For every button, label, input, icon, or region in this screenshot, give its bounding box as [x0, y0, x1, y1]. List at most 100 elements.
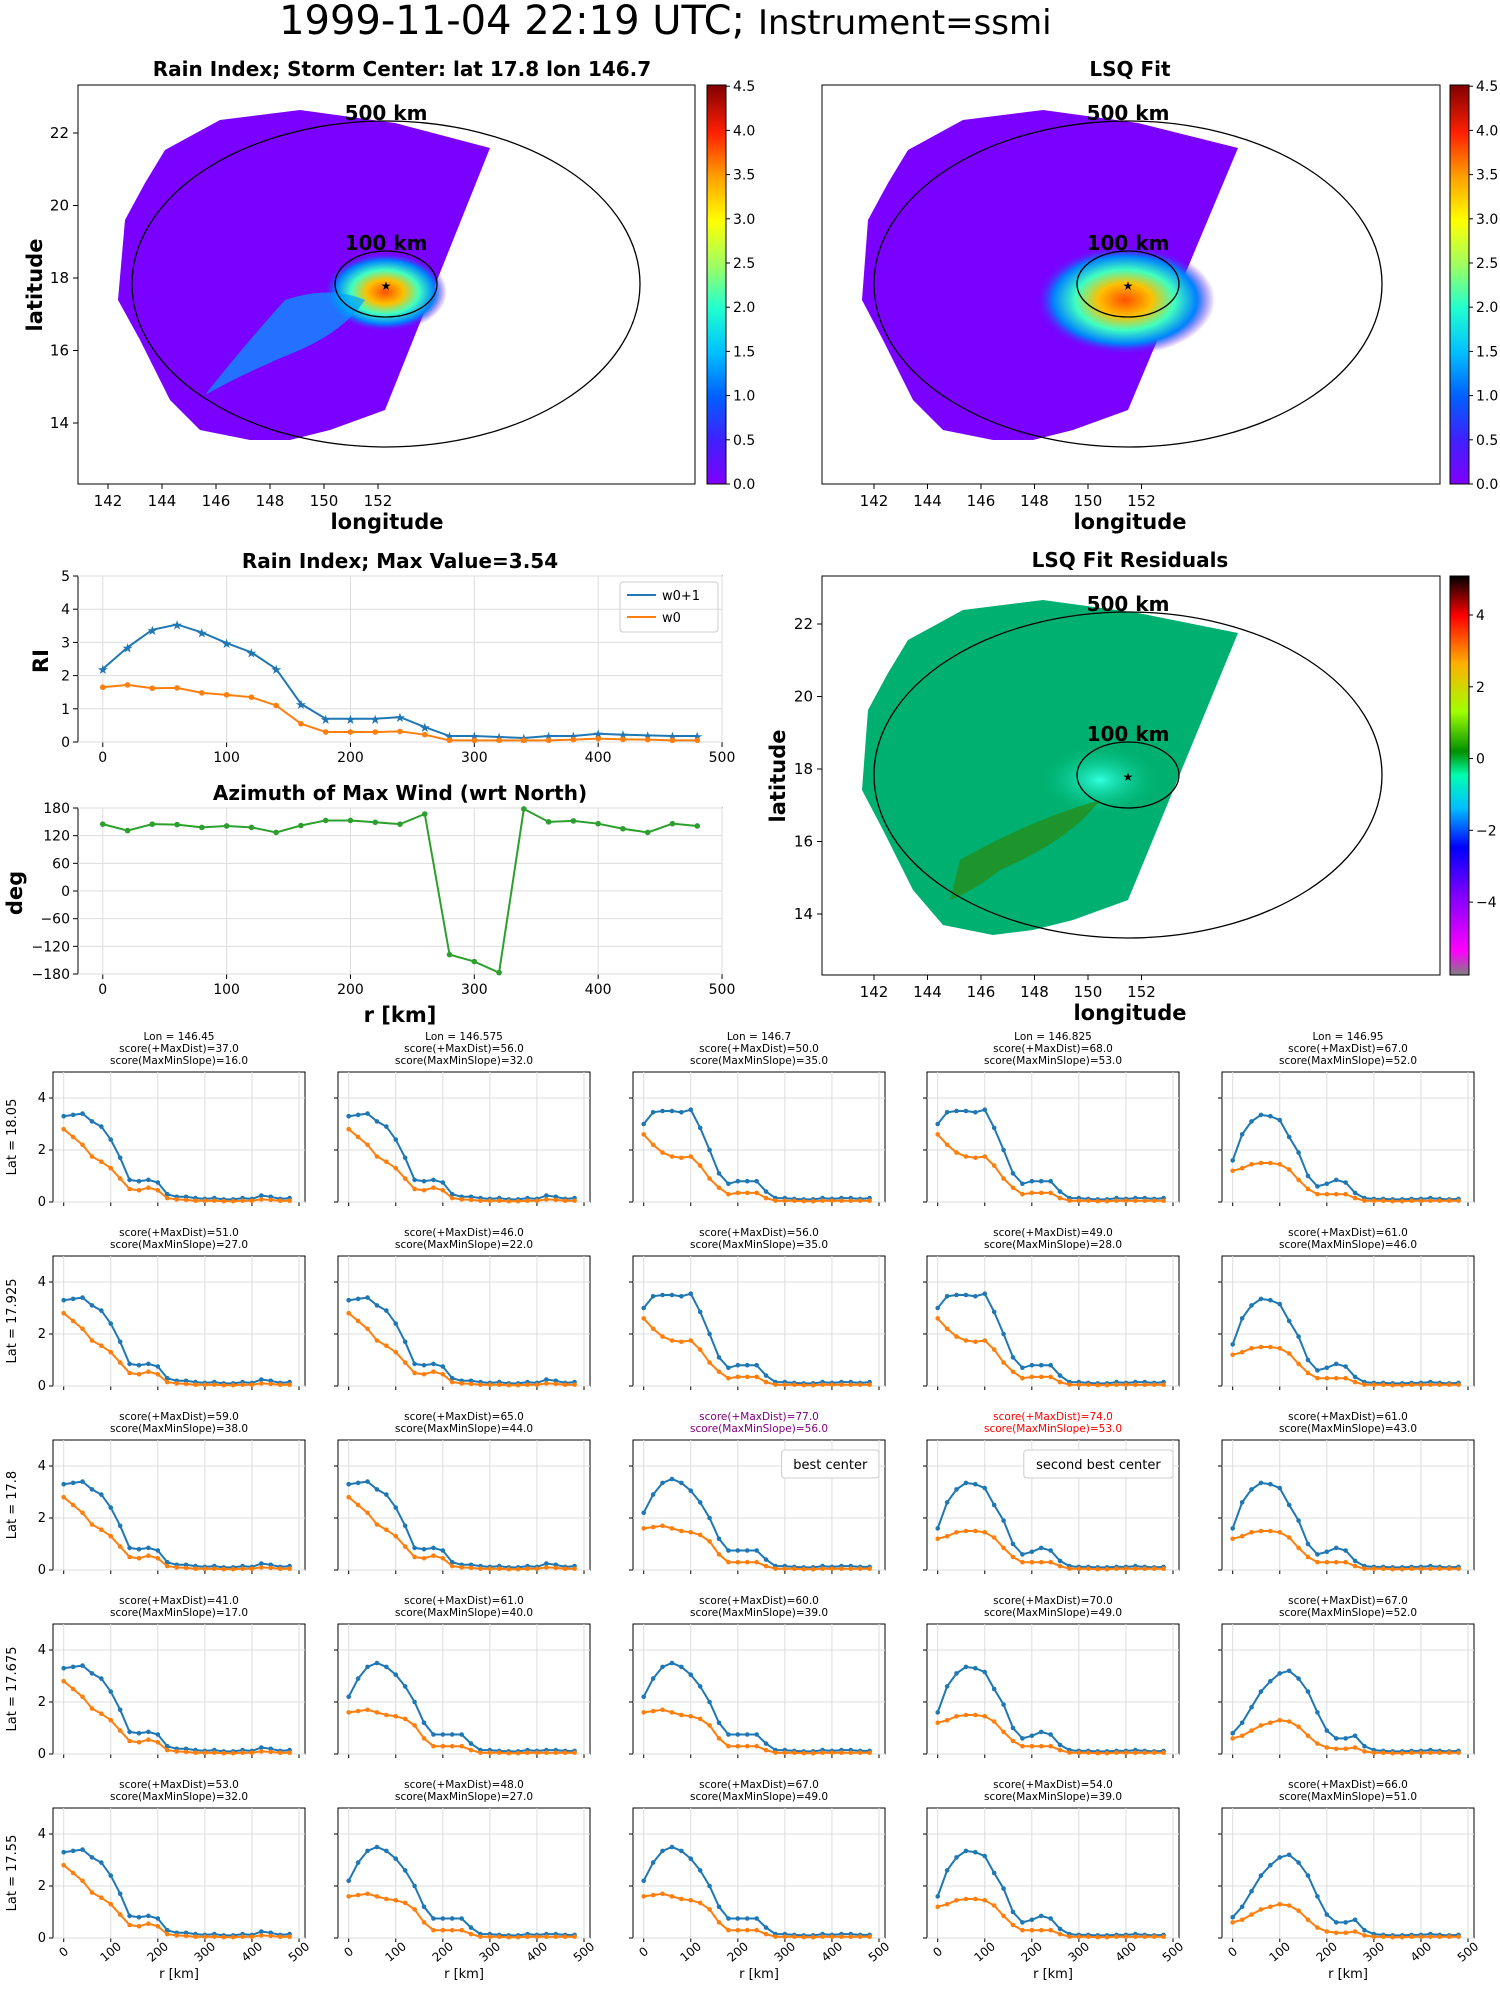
- panel-profile-point: [1048, 1916, 1053, 1921]
- panel-profile-point: [641, 1121, 647, 1127]
- panel-profile-point: [735, 1374, 741, 1380]
- panel-score-slope: score(MaxMinSlope)=28.0: [984, 1239, 1122, 1251]
- panel-profile-point: [544, 1934, 549, 1939]
- panel-profile-point: [1428, 1382, 1433, 1387]
- panel-profile-point: [374, 1154, 380, 1159]
- panel-profile-point: [164, 1379, 170, 1385]
- panel-profile-point: [697, 1716, 703, 1722]
- panel-profile-point: [982, 1669, 988, 1675]
- panel-profile-point: [1029, 1549, 1035, 1555]
- panel-profile-point: [963, 1848, 969, 1854]
- panel-profile-point: [221, 1750, 227, 1756]
- panel-profile-point: [1352, 1374, 1358, 1380]
- panel-profile-point: [440, 1927, 446, 1933]
- panel-profile-point: [384, 1492, 389, 1497]
- panel-profile-point: [697, 1500, 703, 1505]
- figure-title: 1999-11-04 22:19 UTC;: [279, 0, 745, 44]
- panel-profile-point: [973, 1528, 978, 1534]
- panel-profile-point: [449, 1559, 455, 1565]
- panel-profile-point: [108, 1137, 114, 1142]
- lsq-colorbar-ticks: 0.0 0.5 1.0 1.5 2.0 2.5 3.0 3.5 4.0 4.5: [1469, 79, 1498, 493]
- panel-profile-point: [534, 1382, 540, 1387]
- panel-profile-point: [193, 1382, 198, 1387]
- series-point: [694, 823, 701, 829]
- panel-profile-point: [773, 1566, 778, 1571]
- panel-profile-point: [1239, 1733, 1245, 1739]
- panel-profile-point: [1029, 1743, 1035, 1749]
- center-panel: score(+MaxDist)=77.0score(MaxMinSlope)=5…: [629, 1411, 886, 1574]
- cbar-tick-label: 0.0: [733, 477, 755, 493]
- panel-profile-point: [70, 1502, 76, 1508]
- panel-profile-point: [1249, 1530, 1254, 1535]
- panel-profile-point: [211, 1198, 217, 1203]
- panel-profile-point: [534, 1198, 540, 1203]
- panel-profile-point: [1324, 1559, 1330, 1565]
- panel-profile-point: [1239, 1349, 1245, 1355]
- panel-profile-point: [1277, 1530, 1283, 1535]
- panel-profile-point: [127, 1361, 132, 1367]
- panel-score-slope: score(MaxMinSlope)=35.0: [690, 1055, 828, 1067]
- panel-y-tick-label: 0: [38, 1747, 46, 1762]
- series-point: [322, 817, 329, 824]
- panel-profile-point: [1352, 1733, 1358, 1739]
- rain-colorbar-ticks: 0.0 0.5 1.0 1.5 2.0 2.5 3.0 3.5 4.0 4.5: [726, 79, 755, 493]
- panel-profile-point: [1057, 1189, 1063, 1194]
- panel-score-slope: score(MaxMinSlope)=44.0: [395, 1423, 533, 1435]
- panel-profile-point: [355, 1708, 361, 1714]
- panel-profile-point: [991, 1870, 997, 1876]
- panel-profile-point: [478, 1934, 483, 1939]
- panel-profile-point: [1296, 1860, 1301, 1865]
- panel-profile-point: [374, 1522, 380, 1527]
- panel-profile-point: [1230, 1730, 1236, 1736]
- panel-profile-point: [954, 1150, 959, 1155]
- panel-profile-point: [1142, 1750, 1148, 1755]
- panel-profile-point: [544, 1750, 549, 1755]
- panel-profile-point: [1352, 1195, 1358, 1201]
- panel-score-slope: score(MaxMinSlope)=43.0: [1279, 1423, 1417, 1435]
- series-point: [644, 829, 651, 836]
- panel-score-maxdist: score(+MaxDist)=74.0: [993, 1411, 1113, 1423]
- panel-profile-point: [650, 1860, 656, 1865]
- panel-profile-point: [1020, 1743, 1025, 1749]
- series-point: [347, 817, 354, 824]
- panel-profile-point: [735, 1927, 741, 1933]
- panel-x-tick-label: 400: [524, 1939, 551, 1964]
- panel-profile-point: [754, 1927, 759, 1933]
- panel-profile-point: [108, 1349, 114, 1355]
- panel-profile-point: [1277, 1671, 1283, 1676]
- panel-profile-point: [1258, 1160, 1264, 1166]
- x-tick-label: 200: [337, 750, 364, 766]
- center-panel: score(+MaxDist)=61.0score(MaxMinSlope)=4…: [334, 1595, 591, 1758]
- panel-profile-point: [1038, 1190, 1044, 1196]
- panel-profile-point: [230, 1750, 236, 1756]
- panel-profile-point: [431, 1369, 436, 1374]
- panel-profile-point: [857, 1750, 863, 1755]
- panel-profile-point: [487, 1382, 493, 1387]
- lon-tick-label: 152: [1127, 983, 1156, 1001]
- panel-x-tick-label: 300: [1361, 1939, 1388, 1964]
- panel-profile-point: [1305, 1917, 1311, 1923]
- x-tick-label: 0: [98, 982, 107, 998]
- panel-profile-point: [374, 1338, 380, 1343]
- panel-profile-point: [944, 1110, 950, 1115]
- panel-profile-point: [287, 1750, 292, 1755]
- panel-profile-line: [936, 1481, 1164, 1569]
- center-panel: score(+MaxDist)=48.0score(MaxMinSlope)=2…: [334, 1779, 597, 1982]
- panel-profile-point: [346, 1297, 352, 1303]
- panel-profile-point: [1010, 1738, 1016, 1744]
- panel-profile-point: [449, 1927, 455, 1933]
- panel-profile-point: [155, 1556, 161, 1561]
- panel-profile-point: [440, 1364, 446, 1369]
- panel-profile-point: [1409, 1566, 1414, 1571]
- panel-profile-point: [991, 1163, 997, 1168]
- panel-profile-point: [259, 1197, 264, 1202]
- panel-profile-point: [1048, 1190, 1053, 1196]
- panel-score-slope: score(MaxMinSlope)=52.0: [1279, 1607, 1417, 1619]
- panel-profile-point: [440, 1372, 446, 1377]
- panel-profile-point: [365, 1326, 370, 1332]
- panel-score-maxdist: score(+MaxDist)=48.0: [404, 1779, 524, 1791]
- panel-profile-point: [1456, 1566, 1461, 1571]
- panel-score-maxdist: score(+MaxDist)=46.0: [404, 1227, 524, 1239]
- panel-score-maxdist: score(+MaxDist)=66.0: [1288, 1779, 1408, 1791]
- panel-profile-point: [697, 1684, 703, 1689]
